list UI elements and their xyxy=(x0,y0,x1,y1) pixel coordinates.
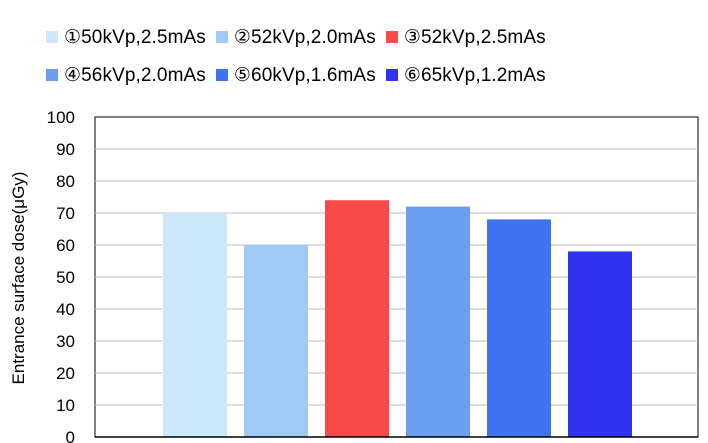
bar xyxy=(568,251,632,437)
y-tick-label: 10 xyxy=(56,396,75,415)
y-tick-label: 100 xyxy=(47,108,75,127)
y-axis-title: Entrance surface dose(μGy) xyxy=(9,172,28,385)
y-tick-label: 60 xyxy=(56,236,75,255)
legend-item: ④56kVp,2.0mAs xyxy=(46,64,206,87)
legend-label: ③52kVp,2.5mAs xyxy=(403,26,546,48)
bar xyxy=(487,219,551,437)
legend-row: ④56kVp,2.0mAs ⑤60kVp,1.6mAs ⑥65kVp,1.2mA… xyxy=(46,56,686,94)
bar xyxy=(325,200,389,437)
legend-item: ③52kVp,2.5mAs xyxy=(385,26,546,49)
y-tick-label: 0 xyxy=(66,428,75,443)
y-tick-label: 80 xyxy=(56,172,75,191)
bar xyxy=(163,213,227,437)
legend-label: ⑤60kVp,1.6mAs xyxy=(233,64,376,86)
legend-row: ①50kVp,2.5mAs ②52kVp,2.0mAs ③52kVp,2.5mA… xyxy=(46,18,686,56)
legend-swatch xyxy=(46,69,58,81)
legend-swatch xyxy=(215,69,228,81)
legend-label: ①50kVp,2.5mAs xyxy=(64,26,206,48)
y-tick-label: 70 xyxy=(56,204,75,223)
bar xyxy=(406,206,470,437)
legend: ①50kVp,2.5mAs ②52kVp,2.0mAs ③52kVp,2.5mA… xyxy=(46,18,686,94)
legend-swatch xyxy=(46,31,58,43)
legend-swatch xyxy=(385,69,398,81)
legend-item: ⑥65kVp,1.2mAs xyxy=(385,64,546,87)
bar xyxy=(244,245,308,437)
legend-item: ①50kVp,2.5mAs xyxy=(46,26,206,49)
legend-label: ④56kVp,2.0mAs xyxy=(64,64,206,86)
legend-label: ②52kVp,2.0mAs xyxy=(233,26,376,48)
legend-label: ⑥65kVp,1.2mAs xyxy=(403,64,546,86)
y-tick-label: 30 xyxy=(56,332,75,351)
y-tick-label: 40 xyxy=(56,300,75,319)
legend-swatch xyxy=(385,31,398,43)
y-tick-label: 50 xyxy=(56,268,75,287)
y-tick-label: 20 xyxy=(56,364,75,383)
legend-item: ②52kVp,2.0mAs xyxy=(215,26,376,49)
legend-item: ⑤60kVp,1.6mAs xyxy=(215,64,376,87)
y-tick-label: 90 xyxy=(56,140,75,159)
legend-swatch xyxy=(215,31,228,43)
